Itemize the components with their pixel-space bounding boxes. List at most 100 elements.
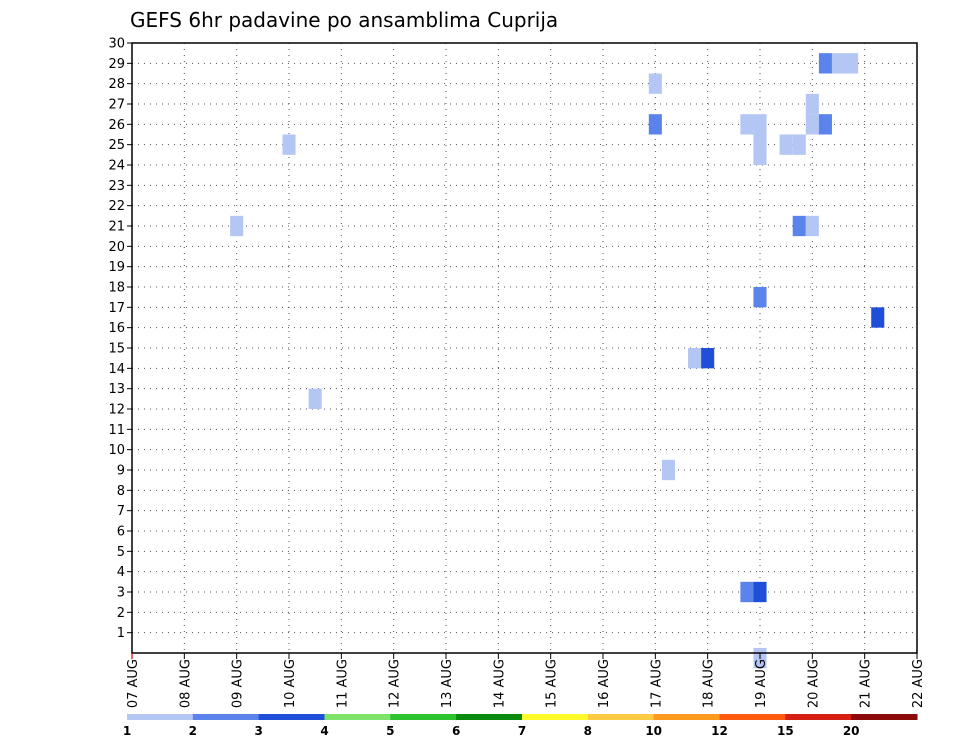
colorbar-label: 1 xyxy=(123,724,131,738)
y-tick-label: 14 xyxy=(108,362,125,377)
x-tick-label: 07 AUG xyxy=(126,659,141,708)
colorbar-swatch xyxy=(522,714,589,720)
y-tick-label: 28 xyxy=(108,77,125,92)
x-tick-label: 21 AUG xyxy=(859,659,874,708)
precip-cell xyxy=(779,134,793,155)
precip-cell xyxy=(282,134,296,155)
y-tick-label: 21 xyxy=(108,220,125,235)
precip-cell xyxy=(753,114,767,135)
x-tick-label: 20 AUG xyxy=(806,659,821,708)
y-tick-label: 29 xyxy=(108,57,125,72)
colorbar-label: 6 xyxy=(452,724,460,738)
precip-cell xyxy=(805,114,819,135)
x-tick-label: 16 AUG xyxy=(597,659,612,708)
x-tick-label: 11 AUG xyxy=(335,659,350,708)
y-tick-label: 6 xyxy=(117,525,125,540)
precip-cell xyxy=(740,114,754,135)
colorbar-swatch xyxy=(785,714,852,720)
x-tick-label: 19 AUG xyxy=(754,659,769,708)
colorbar-label: 8 xyxy=(584,724,592,738)
y-tick-label: 13 xyxy=(108,382,125,397)
colorbar-label: 2 xyxy=(189,724,197,738)
x-tick-label: 10 AUG xyxy=(283,659,298,708)
data-cells xyxy=(230,53,885,669)
x-axis: 07 AUG 08 AUG 09 AUG 10 AUG 11 AUG 12 AUG 13 A… xyxy=(126,653,926,708)
y-tick-label: 7 xyxy=(117,504,125,519)
colorbar-swatch xyxy=(719,714,786,720)
precip-cell xyxy=(753,287,767,308)
x-tick-label: 08 AUG xyxy=(178,659,193,708)
y-tick-label: 19 xyxy=(108,260,125,275)
precip-cell xyxy=(831,53,846,74)
precip-cell xyxy=(818,114,832,135)
precip-cell xyxy=(805,215,819,237)
x-tick-label: 12 AUG xyxy=(388,659,403,708)
x-tick-label: 09 AUG xyxy=(231,659,246,708)
y-tick-label: 22 xyxy=(108,199,125,214)
precip-cell xyxy=(648,73,662,94)
y-tick-label: 10 xyxy=(108,443,125,458)
colorbar-swatch xyxy=(127,714,194,720)
colorbar-swatch xyxy=(653,714,720,720)
colorbar-swatch xyxy=(324,714,391,720)
colorbar-label: 5 xyxy=(386,724,394,738)
y-tick-label: 24 xyxy=(108,159,125,174)
colorbar-label: 7 xyxy=(518,724,526,738)
precip-cell xyxy=(805,93,819,115)
precip-cell xyxy=(792,215,806,237)
precip-cell xyxy=(701,348,715,369)
y-tick-label: 5 xyxy=(117,545,125,560)
precip-cell xyxy=(740,581,754,603)
x-tick-label: 17 AUG xyxy=(649,659,664,708)
y-tick-label: 1 xyxy=(117,626,125,641)
x-tick-label: 15 AUG xyxy=(545,659,560,708)
y-axis: 1234567891011121314151617181920212223242… xyxy=(108,37,132,641)
colorbar-label: 10 xyxy=(645,724,662,738)
y-tick-label: 3 xyxy=(117,586,125,601)
precip-cell xyxy=(648,114,662,135)
x-tick-label: 14 AUG xyxy=(492,659,507,708)
x-tick-label: 18 AUG xyxy=(702,659,717,708)
x-tick-label: 22 AUG xyxy=(911,659,926,708)
colorbar-label: 4 xyxy=(320,724,328,738)
y-tick-label: 15 xyxy=(108,342,125,357)
colorbar: 1 2 3 4 5 6 7 8 10 12 15 20 xyxy=(123,714,918,738)
y-tick-label: 20 xyxy=(108,240,125,255)
precip-cell xyxy=(871,307,885,328)
y-tick-label: 12 xyxy=(108,403,125,418)
precip-cell xyxy=(792,134,806,155)
colorbar-label: 3 xyxy=(254,724,262,738)
y-tick-label: 18 xyxy=(108,281,125,296)
precip-cell xyxy=(845,53,859,74)
y-tick-label: 4 xyxy=(117,565,125,580)
precip-cell xyxy=(818,53,832,74)
colorbar-swatch xyxy=(192,714,260,720)
y-tick-label: 27 xyxy=(108,98,125,113)
colorbar-swatch xyxy=(258,714,325,720)
y-tick-label: 17 xyxy=(108,301,125,316)
colorbar-swatch xyxy=(390,714,457,720)
y-tick-label: 8 xyxy=(117,484,125,499)
y-tick-label: 16 xyxy=(108,321,125,336)
y-tick-label: 26 xyxy=(108,118,125,133)
colorbar-swatch xyxy=(456,714,523,720)
precip-cell xyxy=(753,581,767,603)
precip-cell xyxy=(230,215,244,237)
colorbar-swatch xyxy=(587,714,655,720)
precip-cell xyxy=(308,388,322,409)
precip-cell xyxy=(753,144,767,165)
colorbar-label: 12 xyxy=(711,724,728,738)
chart-title: GEFS 6hr padavine po ansamblima Cuprija xyxy=(130,8,558,32)
y-tick-label: 9 xyxy=(117,464,125,479)
x-tick-label: 13 AUG xyxy=(440,659,455,708)
precip-cell xyxy=(688,348,702,369)
colorbar-swatch xyxy=(851,714,918,720)
precip-cell xyxy=(661,459,675,481)
colorbar-label: 15 xyxy=(777,724,794,738)
y-tick-label: 30 xyxy=(108,37,125,52)
y-tick-label: 23 xyxy=(108,179,125,194)
y-tick-label: 2 xyxy=(117,606,125,621)
y-tick-label: 25 xyxy=(108,138,125,153)
colorbar-label: 20 xyxy=(843,724,860,738)
